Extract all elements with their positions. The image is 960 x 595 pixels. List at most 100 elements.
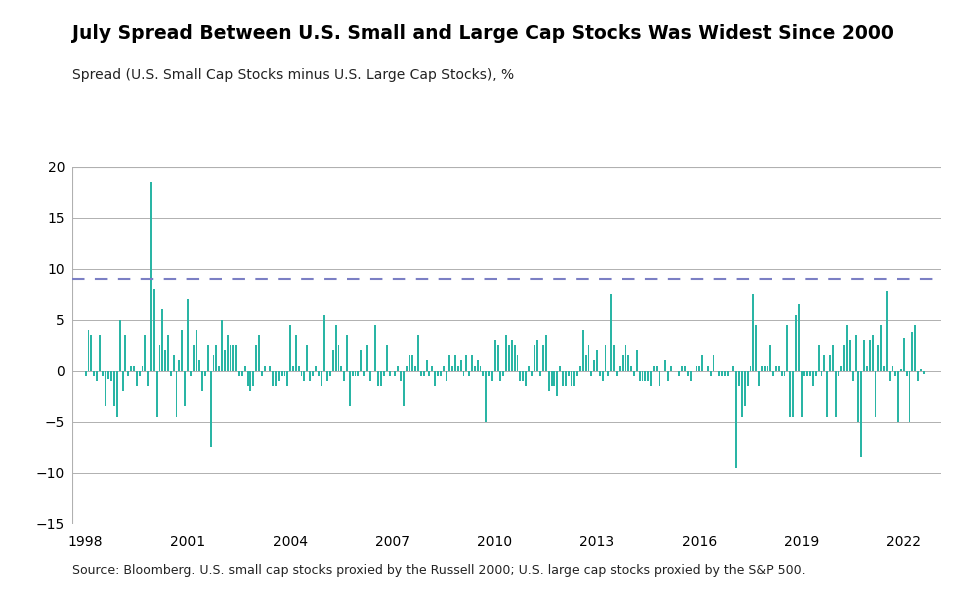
Bar: [354, 371, 356, 375]
Bar: [460, 361, 462, 371]
Bar: [90, 335, 92, 371]
Bar: [747, 371, 749, 386]
Bar: [696, 365, 697, 371]
Bar: [588, 345, 589, 371]
Bar: [903, 338, 905, 371]
Bar: [829, 355, 831, 371]
Bar: [625, 345, 626, 371]
Bar: [176, 371, 178, 416]
Bar: [914, 325, 916, 371]
Bar: [863, 340, 865, 371]
Bar: [522, 371, 524, 381]
Bar: [502, 371, 504, 375]
Bar: [596, 350, 598, 371]
Bar: [187, 299, 189, 371]
Bar: [252, 371, 254, 386]
Bar: [389, 371, 391, 375]
Bar: [221, 320, 223, 371]
Bar: [880, 325, 882, 371]
Bar: [872, 335, 874, 371]
Bar: [196, 330, 198, 371]
Bar: [363, 371, 365, 375]
Bar: [369, 371, 371, 381]
Bar: [812, 371, 814, 386]
Bar: [110, 371, 112, 381]
Bar: [766, 365, 768, 371]
Bar: [261, 371, 263, 375]
Text: Spread (U.S. Small Cap Stocks minus U.S. Large Cap Stocks), %: Spread (U.S. Small Cap Stocks minus U.S.…: [72, 68, 515, 83]
Bar: [119, 320, 121, 371]
Bar: [875, 371, 876, 416]
Bar: [616, 371, 618, 375]
Bar: [280, 371, 282, 375]
Bar: [255, 345, 257, 371]
Bar: [303, 371, 305, 381]
Bar: [815, 371, 817, 375]
Bar: [659, 371, 660, 386]
Bar: [131, 365, 132, 371]
Bar: [698, 365, 700, 371]
Bar: [707, 365, 708, 371]
Bar: [898, 371, 900, 422]
Bar: [744, 371, 746, 406]
Bar: [534, 345, 536, 371]
Bar: [335, 325, 337, 371]
Bar: [164, 350, 166, 371]
Bar: [769, 345, 771, 371]
Bar: [318, 371, 320, 375]
Bar: [250, 371, 252, 391]
Bar: [150, 182, 152, 371]
Bar: [883, 365, 885, 371]
Bar: [283, 371, 285, 375]
Bar: [712, 355, 714, 371]
Bar: [125, 335, 127, 371]
Bar: [809, 371, 811, 375]
Bar: [562, 371, 564, 386]
Bar: [687, 371, 689, 375]
Bar: [344, 371, 345, 381]
Bar: [96, 371, 98, 381]
Bar: [431, 365, 433, 371]
Bar: [338, 345, 340, 371]
Bar: [241, 371, 243, 375]
Bar: [102, 371, 104, 375]
Bar: [428, 371, 430, 375]
Bar: [386, 345, 388, 371]
Bar: [602, 371, 604, 381]
Bar: [443, 365, 444, 371]
Bar: [738, 371, 740, 386]
Bar: [158, 345, 160, 371]
Bar: [425, 361, 427, 371]
Bar: [906, 371, 907, 375]
Bar: [309, 371, 311, 381]
Bar: [735, 371, 737, 468]
Bar: [434, 371, 436, 386]
Bar: [324, 315, 325, 371]
Bar: [153, 289, 155, 371]
Bar: [451, 365, 453, 371]
Bar: [638, 371, 640, 381]
Bar: [471, 355, 473, 371]
Bar: [849, 340, 851, 371]
Bar: [576, 371, 578, 375]
Bar: [122, 371, 124, 391]
Bar: [630, 365, 632, 371]
Bar: [87, 330, 89, 371]
Bar: [709, 371, 711, 375]
Bar: [380, 371, 382, 386]
Bar: [593, 361, 595, 371]
Bar: [519, 371, 521, 381]
Bar: [440, 371, 442, 375]
Bar: [920, 368, 922, 371]
Bar: [551, 371, 553, 386]
Bar: [786, 325, 788, 371]
Bar: [548, 371, 550, 391]
Bar: [173, 355, 175, 371]
Bar: [917, 371, 919, 381]
Bar: [218, 365, 220, 371]
Bar: [181, 330, 183, 371]
Bar: [852, 371, 853, 381]
Bar: [516, 355, 518, 371]
Bar: [895, 371, 897, 375]
Bar: [608, 371, 610, 375]
